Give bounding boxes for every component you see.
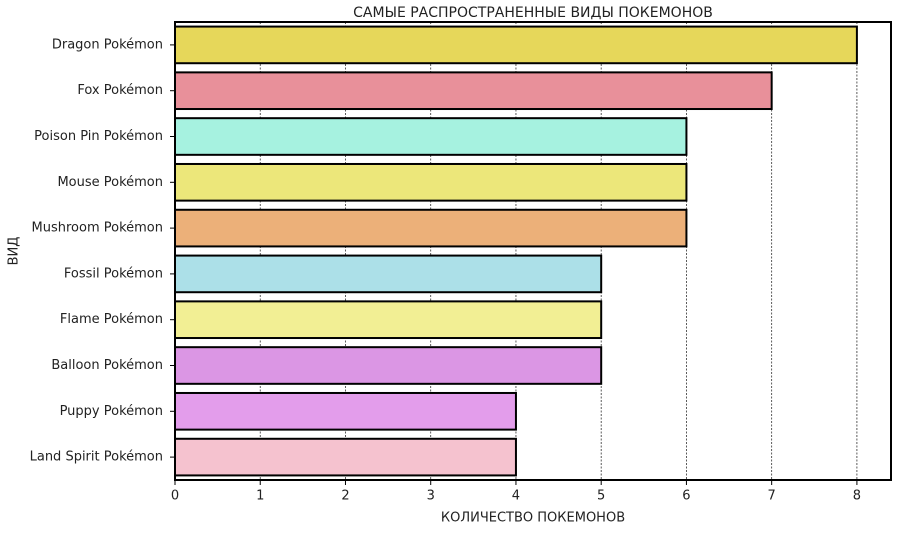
y-tick-label: Dragon Pokémon (52, 37, 163, 52)
bar (174, 391, 517, 431)
bar (174, 71, 773, 111)
x-tick-label: 8 (853, 489, 861, 504)
y-tick-label: Flame Pokémon (60, 312, 163, 327)
bar (174, 25, 858, 65)
bar (174, 437, 517, 477)
y-tick-label: Mouse Pokémon (57, 175, 163, 190)
y-tick-label: Puppy Pokémon (60, 404, 163, 419)
y-tick-label: Land Spirit Pokémon (30, 450, 163, 465)
x-tick-label: 2 (341, 489, 349, 504)
x-tick-label: 5 (597, 489, 605, 504)
bar (174, 346, 603, 385)
x-tick-label: 0 (171, 489, 179, 504)
x-tick-label: 1 (256, 489, 264, 504)
y-tick-label: Poison Pin Pokémon (34, 129, 163, 144)
bar (174, 208, 688, 248)
plot-frame (174, 21, 892, 481)
x-tick-label: 4 (512, 489, 520, 504)
y-tick-label: Fossil Pokémon (64, 266, 163, 281)
x-tick-label: 7 (768, 489, 776, 504)
x-axis-label: КОЛИЧЕСТВО ПОКЕМОНОВ (441, 511, 625, 526)
bar (174, 162, 688, 202)
bar (174, 254, 603, 294)
chart-title: САМЫЕ РАСПРОСТРАНЕННЫЕ ВИДЫ ПОКЕМОНОВ (353, 5, 713, 21)
y-tick-label: Balloon Pokémon (51, 358, 163, 373)
x-tick-label: 3 (427, 489, 435, 504)
y-axis-label: ВИД (7, 237, 22, 266)
y-tick-label: Mushroom Pokémon (32, 221, 163, 236)
x-tick-label: 6 (682, 489, 690, 504)
bar (174, 300, 603, 340)
bar (174, 117, 688, 156)
y-tick-label: Fox Pokémon (77, 83, 163, 98)
